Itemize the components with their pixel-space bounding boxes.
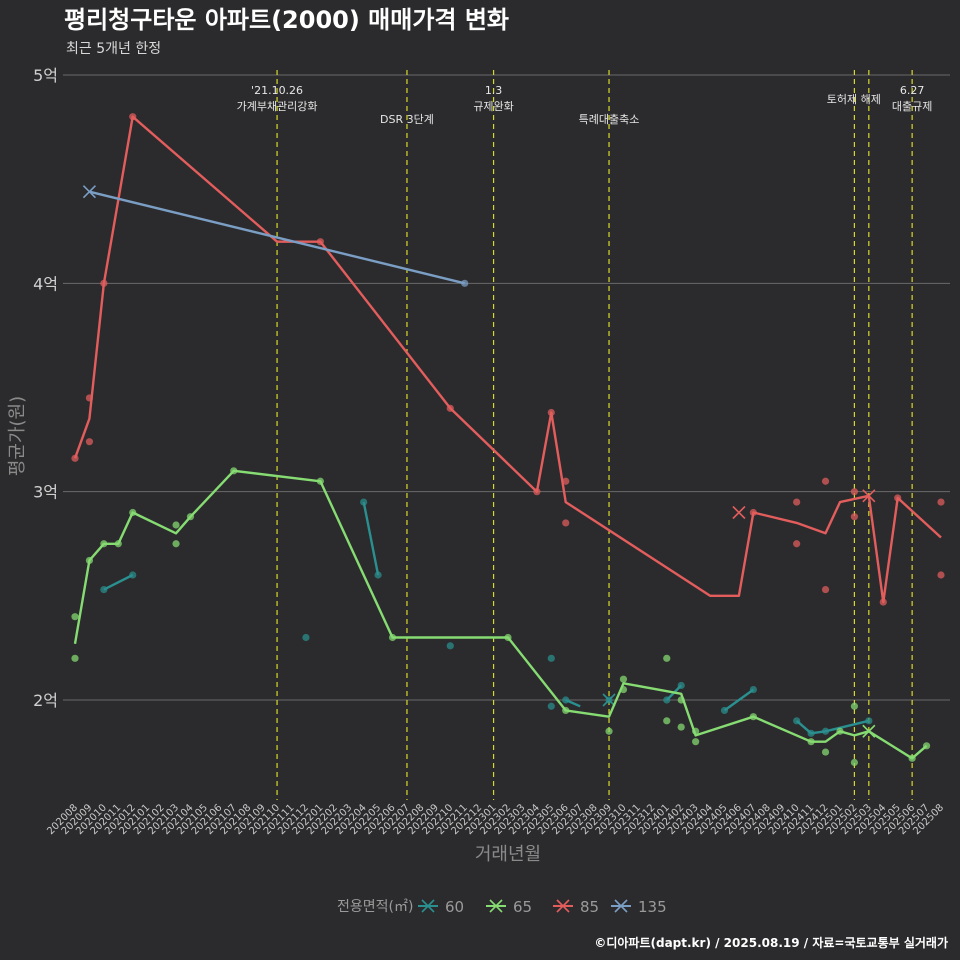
event-annotation-text: 가계부채관리강화 [237,100,318,113]
data-point-60 [547,654,555,662]
series-line-60 [795,719,870,735]
series-line-85 [73,115,942,604]
legend: 전용면적(㎡) 60 65 85 135 [337,898,667,916]
series-135 [82,185,469,287]
x-marker-65 [862,724,876,738]
data-point-85 [821,477,830,485]
x-marker-60 [602,693,616,707]
event-annotation-text: 토허제 해제 [827,92,881,106]
data-point-85 [937,498,945,506]
y-tick-label: 2억 [33,691,58,710]
data-point-65 [850,758,859,767]
data-point-85 [850,513,859,521]
event-annotation-text: 특례대출축소 [579,113,640,126]
x-axis-ticks: 2020082020092020102020112020122021012021… [45,802,946,837]
data-point-65 [71,613,79,621]
data-point-60 [360,498,368,506]
data-point-85 [793,540,801,548]
data-point-65 [677,723,685,731]
data-point-85 [562,519,570,527]
series-line-60 [362,501,380,576]
x-axis-title: 거래년월 [475,844,541,865]
series-line-60 [565,698,581,708]
data-point-85 [85,438,94,446]
event-annotation-text: 대출규제 [892,100,932,113]
x-marker-85 [862,489,876,503]
data-point-65 [692,738,700,746]
chart-caption: ©디아파트(dapt.kr) / 2025.08.19 / 자료=국토교통부 실… [594,935,948,950]
legend-key-marker-65 [489,899,503,913]
event-annotation-text: '21.10.26 [251,84,303,97]
series-line-135 [89,190,465,285]
data-point-65 [605,727,613,735]
chart-subtitle: 최근 5개년 한정 [66,41,161,57]
y-tick-label: 4억 [33,274,58,293]
data-point-65 [172,521,180,529]
legend-label-135: 135 [638,898,667,916]
series-line-60 [723,688,755,712]
series-layer [71,113,945,767]
x-marker-85 [732,505,746,520]
y-axis-title: 평균가(원) [7,396,28,476]
data-point-65 [71,654,79,662]
series-line-60 [103,573,134,591]
data-point-65 [821,748,830,756]
data-point-60 [302,633,310,642]
y-tick-label: 3억 [33,483,58,502]
data-point-85 [793,498,801,506]
data-point-85 [821,585,830,594]
legend-key-marker-60 [421,899,435,913]
data-point-65 [663,717,671,725]
data-point-85 [562,477,570,485]
event-annotation-text: DSR 3단계 [380,113,434,126]
data-point-85 [850,488,859,496]
data-point-65 [172,540,180,548]
event-annotation-text: 1.3 [485,84,503,97]
legend-label-65: 65 [513,898,532,916]
x-marker-135 [82,185,96,199]
legend-key-marker-135 [614,899,628,913]
data-point-65 [850,702,859,710]
y-axis-ticks: 2억 3억 4억 5억 [33,66,58,710]
data-point-65 [619,675,628,683]
data-point-60 [446,642,454,650]
legend-title: 전용면적(㎡) [337,899,413,915]
data-point-60 [547,702,555,710]
series-85 [71,113,945,606]
legend-label-85: 85 [580,898,599,916]
event-annotation-text: 규제완화 [473,100,513,113]
gridlines [63,74,950,701]
series-65 [71,467,931,767]
chart-title: 평리청구타운 아파트(2000) 매매가격 변화 [64,6,509,34]
y-tick-label: 5억 [33,66,58,85]
series-line-65 [73,469,928,760]
data-point-65 [663,654,671,662]
data-point-135 [461,279,469,287]
data-point-60 [865,717,873,725]
event-annotation-text: 6.27 [900,84,925,97]
legend-key-marker-85 [556,899,570,913]
legend-label-60: 60 [445,898,464,916]
event-lines [276,70,913,800]
series-60 [100,498,873,737]
data-point-85 [937,571,945,579]
